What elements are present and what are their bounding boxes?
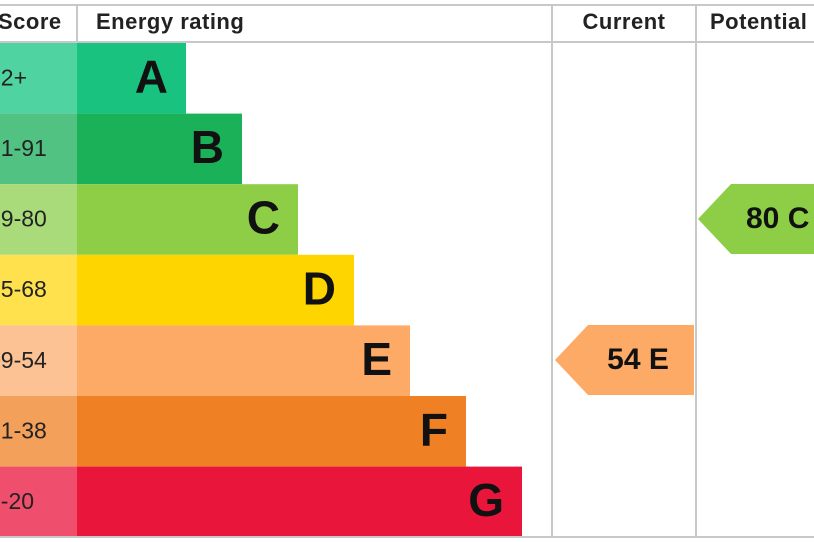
band-letter: F [420, 403, 448, 455]
band-letter: G [468, 474, 504, 526]
current-arrow [555, 325, 694, 395]
band-bar [77, 325, 410, 396]
score-cell [0, 184, 77, 255]
header-score: Score [0, 9, 62, 34]
grid [0, 4, 814, 538]
score-cell [0, 254, 77, 326]
band-letter: C [247, 192, 280, 244]
score-range: 55-68 [0, 276, 47, 302]
score-cell [0, 466, 77, 538]
header-rating: Energy rating [96, 9, 244, 34]
score-range: 1-20 [0, 488, 34, 514]
band-bar [77, 43, 186, 114]
potential-arrow [698, 184, 814, 254]
bands: 92+ A 81-91 B 69-80 C 55-68 D 39-54 E 21-38 F 1-20 G [0, 43, 522, 538]
band-letter: E [361, 333, 392, 385]
band-bar [77, 466, 522, 538]
current-label: 54 E [607, 343, 669, 376]
score-range: 81-91 [0, 135, 47, 161]
band-letter: B [191, 121, 224, 173]
score-range: 21-38 [0, 417, 47, 443]
header-potential: Potential [710, 9, 807, 34]
band-bar [77, 184, 298, 255]
band-letter: A [135, 50, 168, 102]
score-range: 39-54 [0, 347, 47, 373]
header-current: Current [583, 9, 666, 34]
potential-label: 80 C [746, 202, 809, 235]
score-range: 92+ [0, 64, 27, 90]
score-cell [0, 43, 77, 114]
score-range: 69-80 [0, 206, 47, 232]
band-bar [77, 113, 242, 185]
band-letter: D [303, 262, 336, 314]
band-bar [77, 254, 354, 326]
score-cell [0, 396, 77, 467]
band-bar [77, 396, 466, 467]
score-cell [0, 325, 77, 396]
score-cell [0, 113, 77, 185]
